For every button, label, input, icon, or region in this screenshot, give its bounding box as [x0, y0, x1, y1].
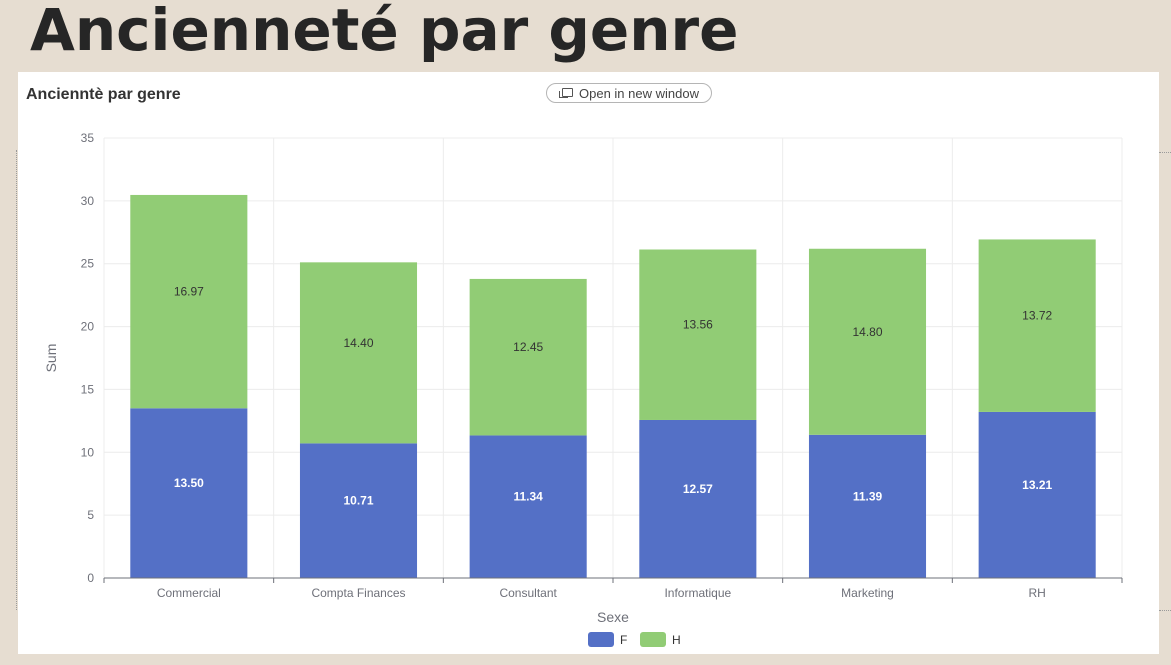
y-tick-label: 35: [81, 131, 95, 145]
y-tick-label: 10: [81, 445, 95, 459]
data-label: 11.34: [513, 490, 543, 504]
data-label: 14.40: [343, 336, 373, 350]
bar-h: [130, 194, 248, 409]
stacked-bar-chart: 0 5 10 15 20 25 30 35 13.50 16.97 Commercial 10.71 1…: [43, 131, 1123, 647]
bar-h: [978, 239, 1096, 412]
bar-h: [639, 249, 757, 420]
bar-f: [469, 435, 587, 578]
legend-swatch-h: [640, 632, 666, 647]
x-tick-label: Informatique: [664, 586, 731, 600]
chart-panel-title: Ancienntè par genre: [26, 86, 181, 103]
legend-swatch-f: [588, 632, 614, 647]
x-axis-title: Sexe: [597, 609, 629, 625]
data-label: 12.45: [513, 340, 543, 354]
x-tick-label: Consultant: [499, 586, 557, 600]
data-label: 13.72: [1022, 309, 1052, 323]
y-tick-label: 25: [81, 257, 95, 271]
guide-line: [1159, 152, 1171, 153]
y-tick-label: 20: [81, 320, 95, 334]
bar-h: [299, 262, 418, 444]
bar-f: [299, 443, 418, 578]
guide-line: [1159, 610, 1171, 611]
y-axis-title: Sum: [43, 344, 59, 373]
data-label: 11.39: [853, 489, 883, 503]
bar-f: [808, 434, 927, 578]
bar-f: [978, 411, 1096, 578]
y-tick-label: 0: [87, 571, 94, 585]
x-tick-label: Compta Finances: [311, 586, 405, 600]
data-label: 10.71: [343, 494, 373, 508]
bar-h: [808, 248, 927, 435]
guide-line: [16, 150, 17, 610]
y-tick-label: 15: [81, 382, 95, 396]
slide-title: Ancienneté par genre: [30, 0, 739, 64]
x-tick-label: Marketing: [841, 586, 894, 600]
chart-panel: Ancienntè par genre Open in new window 0…: [18, 72, 1159, 654]
bar-h: [469, 278, 587, 436]
open-new-window-label: Open in new window: [579, 85, 699, 101]
legend-label: H: [672, 633, 681, 647]
x-tick-label: Commercial: [157, 586, 221, 600]
bar-f: [130, 408, 248, 578]
data-label: 12.57: [683, 482, 713, 496]
data-label: 13.50: [174, 476, 204, 490]
new-window-icon: [559, 87, 573, 99]
data-label: 16.97: [174, 285, 204, 299]
data-label: 14.80: [852, 325, 882, 339]
y-tick-label: 30: [81, 194, 95, 208]
y-tick-label: 5: [87, 508, 94, 522]
x-tick-label: RH: [1028, 586, 1045, 600]
data-label: 13.56: [683, 318, 713, 332]
data-label: 13.21: [1022, 478, 1052, 492]
bar-f: [639, 419, 757, 578]
open-new-window-button[interactable]: Open in new window: [546, 83, 712, 103]
legend-label: F: [620, 633, 627, 647]
